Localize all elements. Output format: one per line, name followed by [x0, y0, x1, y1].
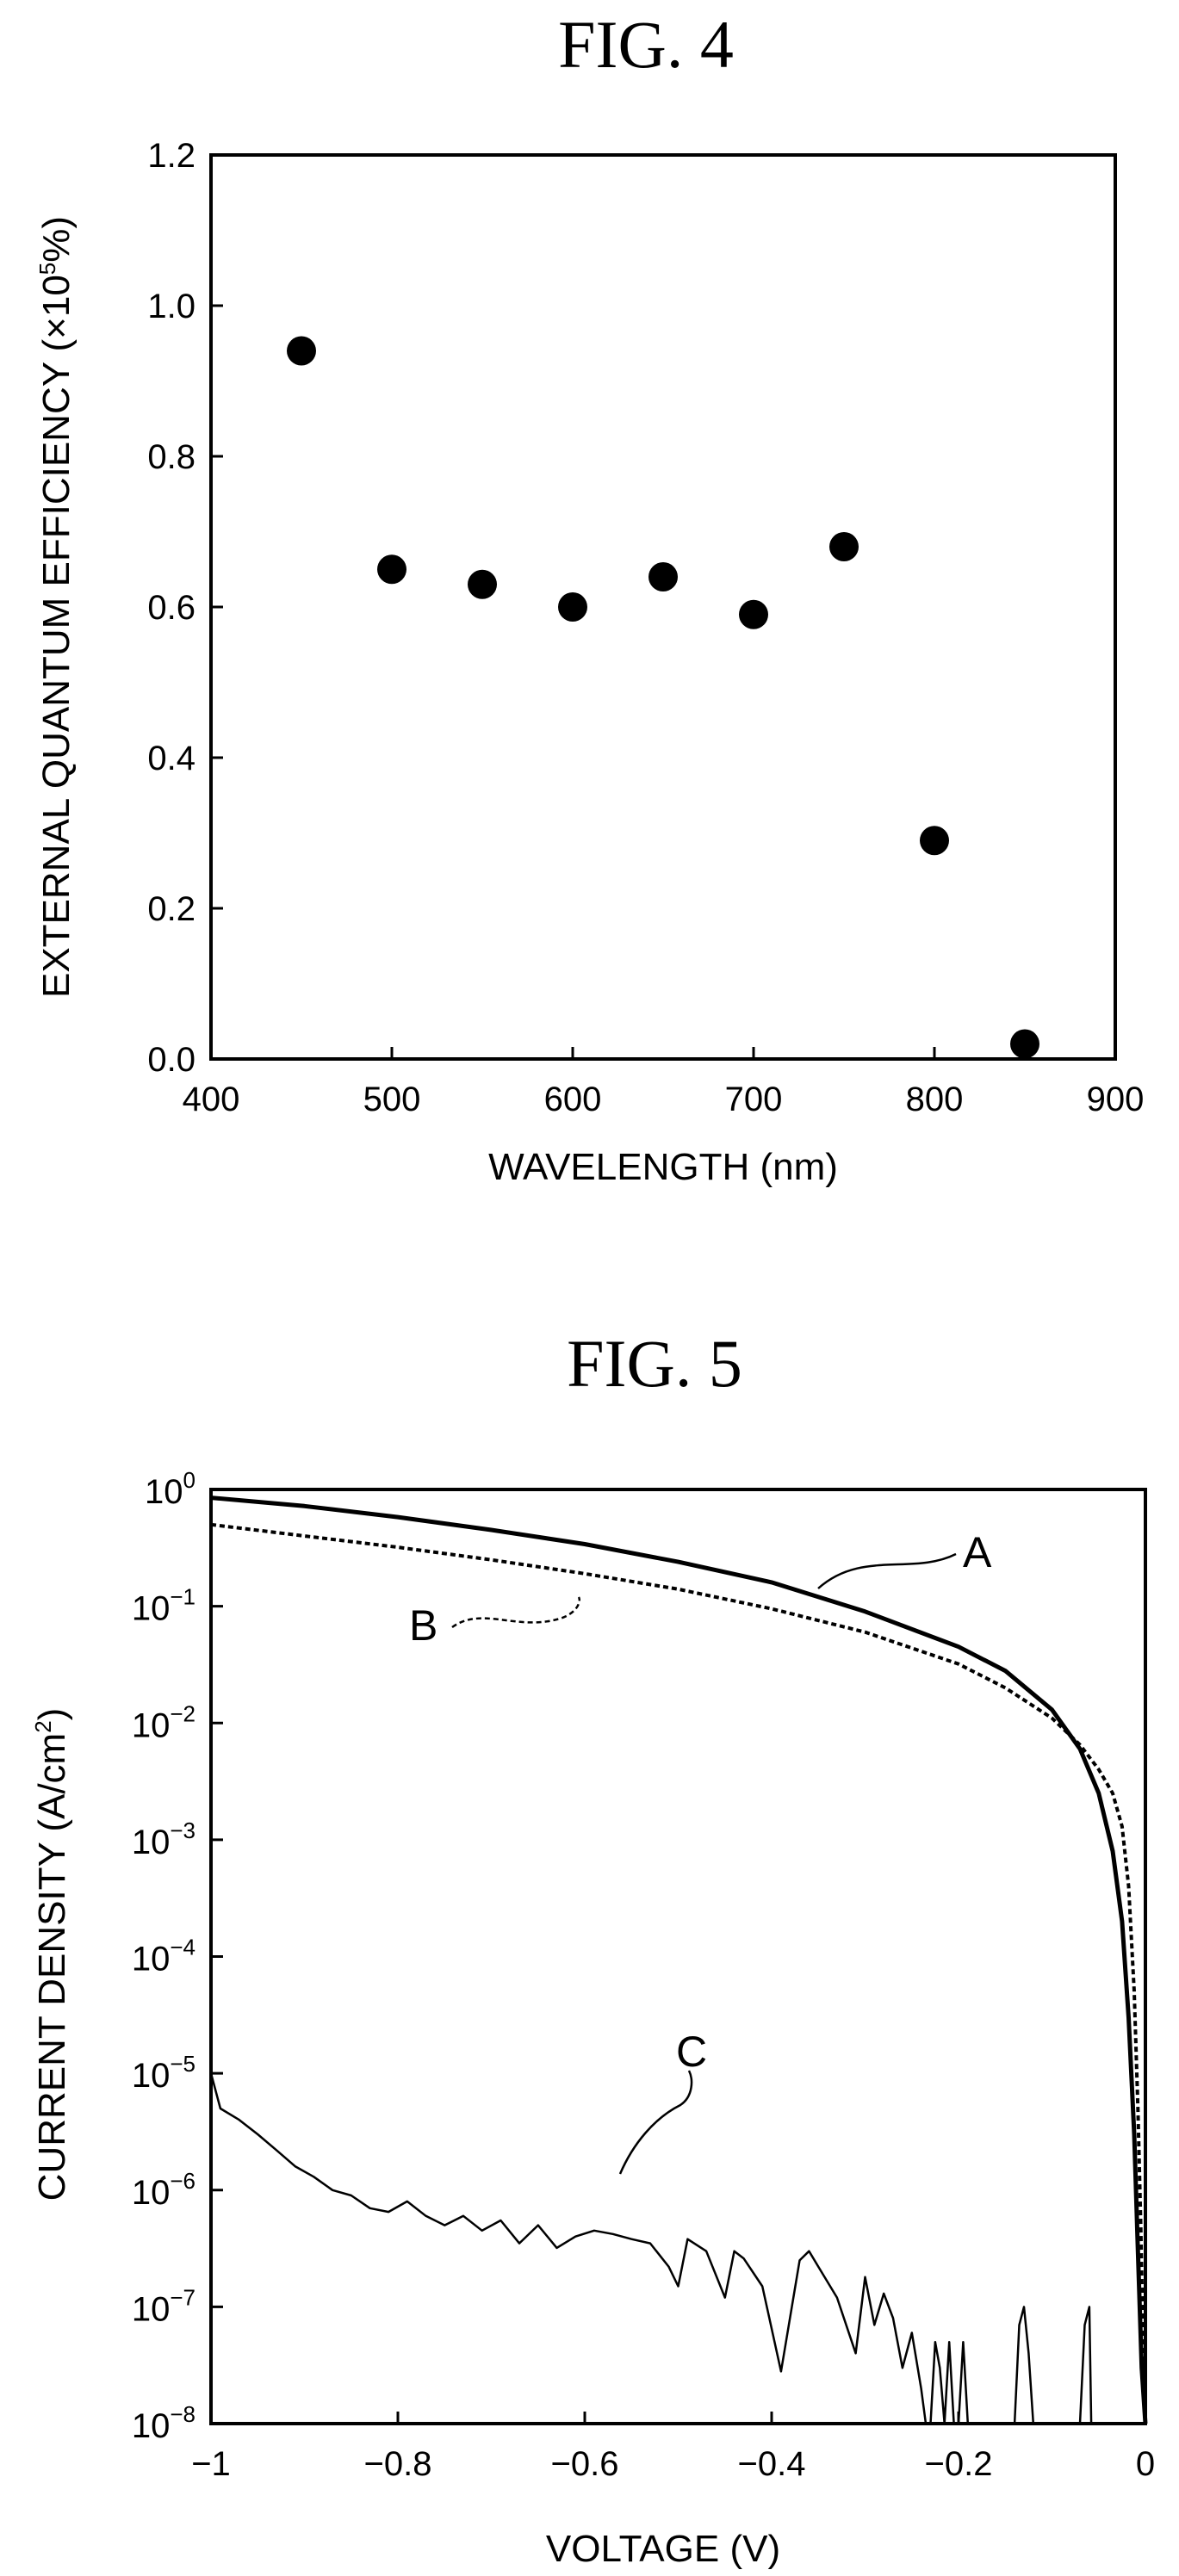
- fig4-x-tick-label: 800: [906, 1081, 964, 1118]
- fig4-data-point: [739, 599, 768, 629]
- fig5-y-tick-label: 10−3: [132, 1817, 195, 1861]
- fig5-x-axis: −1 −0.8 −0.6 −0.4 −0.2 0: [191, 2412, 1155, 2483]
- fig5-y-tick-label: 10−2: [132, 1700, 195, 1744]
- fig4-chart: FIG. 4 400 500 600 700 800 900 0.00.20.40.60.…: [34, 7, 1144, 1188]
- fig4-data-point: [377, 554, 406, 585]
- fig5-series-group: [209, 1495, 1148, 2425]
- fig4-y-axis-label: EXTERNAL QUANTUM EFFICIENCY (×105%): [34, 216, 78, 998]
- fig4-x-tick-label: 500: [363, 1081, 421, 1118]
- fig5-y-axis: 10−8 10−7 10−6 10−5 10−4 10−3 10−2 10−1 100: [132, 1467, 223, 2445]
- fig4-x-tick-label: 600: [544, 1081, 602, 1118]
- fig4-x-axis-label: WAVELENGTH (nm): [488, 1146, 838, 1188]
- fig5-series-a-line: [210, 1495, 1148, 2424]
- curve-a-label: A: [963, 1528, 992, 1576]
- fig4-data-point: [920, 826, 949, 856]
- fig5-y-tick-label: 10−8: [132, 2401, 195, 2445]
- fig4-data-point: [1010, 1029, 1039, 1059]
- fig4-x-tick-label: 400: [183, 1081, 240, 1118]
- fig4-y-tick-label: 0.6: [147, 589, 195, 627]
- fig4-y-tick-label: 0.8: [147, 438, 195, 476]
- fig4-y-tick-label: 0.0: [147, 1041, 195, 1079]
- fig5-series-c-line: [209, 2072, 1093, 2425]
- fig4-data-point: [287, 336, 316, 366]
- fig5-y-tick-label: 10−6: [132, 2168, 195, 2212]
- fig4-y-axis: 0.0 0.2 0.4 0.6 0.8 1.0 1.2: [147, 137, 223, 1079]
- fig4-data-point: [829, 532, 859, 561]
- fig4-x-axis: 400 500 600 700 800 900: [183, 1047, 1145, 1118]
- fig4-data-points: [287, 336, 1039, 1059]
- fig5-y-axis-label: CURRENT DENSITY (A/cm2): [30, 1708, 73, 2201]
- fig5-x-tick-label: −0.4: [738, 2445, 806, 2483]
- fig5-y-tick-label: 10−5: [132, 2051, 195, 2095]
- curve-c-leader: [618, 2070, 693, 2175]
- fig5-x-tick-label: 0: [1136, 2445, 1155, 2483]
- fig4-y-tick-label: 0.2: [147, 890, 195, 928]
- fig4-y-tick-label: 0.4: [147, 740, 195, 777]
- fig5-chart: FIG. 5 −1 −0.8 −0.6 −0.4 −0.2 0 10−810−710−61…: [30, 1326, 1155, 2570]
- fig4-plot-frame: [209, 153, 1117, 1061]
- fig5-x-axis-label: VOLTAGE (V): [546, 2528, 780, 2570]
- fig4-y-tick-label: 1.2: [147, 137, 195, 175]
- fig4-x-tick-label: 900: [1087, 1081, 1145, 1118]
- fig5-y-tick-label: 100: [145, 1467, 195, 1511]
- fig5-series-b-line: [210, 1522, 1147, 2424]
- fig4-data-point: [468, 569, 497, 599]
- fig5-x-tick-label: −1: [191, 2445, 231, 2483]
- fig5-y-tick-label: 10−1: [132, 1584, 195, 1628]
- curve-b-leader: [451, 1596, 580, 1629]
- fig4-data-point: [558, 592, 587, 622]
- fig5-y-tick-label: 10−4: [132, 1935, 195, 1978]
- curve-c-label: C: [676, 2028, 707, 2076]
- fig5-x-tick-label: −0.2: [925, 2445, 993, 2483]
- fig5-x-tick-label: −0.6: [551, 2445, 619, 2483]
- curve-a-leader: [817, 1552, 957, 1589]
- fig5-y-tick-label: 10−7: [132, 2284, 195, 2328]
- curve-b-label: B: [409, 1601, 437, 1650]
- fig4-y-tick-label: 1.0: [147, 288, 195, 325]
- fig5-title: FIG. 5: [567, 1326, 742, 1401]
- fig4-title: FIG. 4: [558, 7, 734, 82]
- fig4-data-point: [648, 562, 678, 591]
- fig5-x-tick-label: −0.8: [364, 2445, 432, 2483]
- fig4-x-tick-label: 700: [725, 1081, 783, 1118]
